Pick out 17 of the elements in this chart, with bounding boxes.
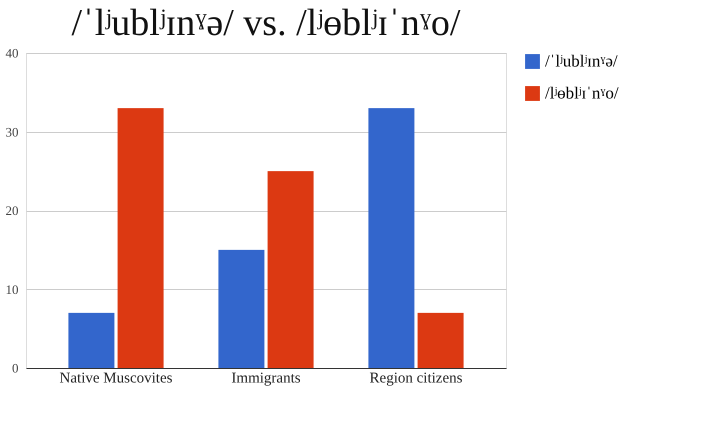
y-tick-label: 10 <box>6 282 18 297</box>
legend-label: /ˈlʲublʲɪnˠə/ <box>545 52 618 70</box>
x-tick-label: Native Muscovites <box>60 370 173 386</box>
bar <box>118 108 164 368</box>
y-tick-label: 0 <box>12 360 18 376</box>
bar <box>368 108 414 368</box>
bar <box>68 312 114 368</box>
bar <box>218 250 264 368</box>
y-tick-label: 30 <box>6 124 18 140</box>
y-tick-label: 40 <box>6 46 18 60</box>
chart-title: /ˈlʲublʲɪnˠə/ vs. /lʲɵblʲɪˈnˠo/ <box>72 2 461 44</box>
x-tick-label: Immigrants <box>231 370 301 386</box>
y-tick-label: 20 <box>6 203 18 218</box>
legend-label: /lʲɵblʲɪˈnˠo/ <box>545 84 619 102</box>
x-tick-label: Region citizens <box>370 370 463 386</box>
bar <box>268 171 314 368</box>
bar <box>418 312 464 368</box>
